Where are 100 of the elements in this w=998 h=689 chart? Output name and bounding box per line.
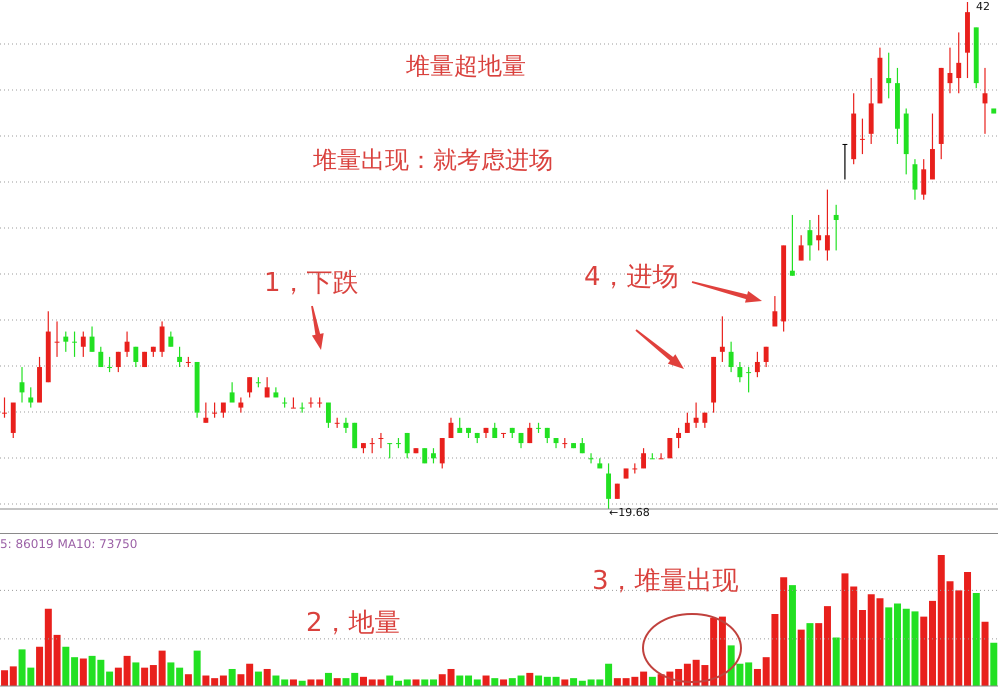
candlestick (230, 382, 235, 404)
candlestick (824, 188, 830, 262)
bar (894, 603, 901, 686)
candlestick (641, 448, 646, 470)
bar (27, 668, 34, 686)
candlestick (536, 422, 541, 434)
text: 5: 86019 MA10: 73750 (0, 537, 138, 552)
candlestick (694, 402, 699, 428)
bar (290, 679, 297, 686)
candlestick (982, 67, 988, 134)
candlestick (2, 396, 7, 418)
candlestick (588, 452, 594, 464)
bar (806, 623, 814, 686)
bar (264, 668, 271, 686)
bar (36, 646, 44, 686)
bar (798, 630, 805, 686)
candlestick (360, 442, 366, 454)
candlestick (764, 346, 769, 368)
candlestick (457, 417, 462, 434)
candlestick (177, 346, 182, 368)
candlestick (186, 356, 191, 368)
candlestick (948, 47, 952, 94)
annotation: 2，地量 (306, 608, 401, 640)
candlestick (720, 316, 725, 363)
bar (982, 622, 989, 686)
bar (526, 672, 534, 686)
candlestick (370, 437, 375, 454)
annotation: 堆量出现：就考虑进场 (313, 146, 553, 175)
candlestick (754, 351, 760, 378)
bar (885, 607, 892, 686)
bar (1, 670, 8, 686)
candlestick (422, 448, 428, 464)
candlestick (116, 351, 121, 373)
bar (482, 676, 490, 686)
annotation: 3，堆量出现 (592, 566, 739, 598)
candlestick (554, 437, 558, 449)
bar (334, 678, 341, 686)
candlestick (746, 366, 752, 393)
candlestick (544, 427, 550, 444)
candlestick (72, 330, 77, 358)
candlestick (728, 341, 734, 373)
bar (228, 668, 236, 686)
candlestick (518, 432, 524, 449)
candlestick (107, 356, 112, 373)
bar (412, 679, 420, 686)
bar (474, 679, 481, 686)
candlestick (290, 396, 296, 409)
candlestick (133, 346, 138, 368)
candlestick (431, 448, 436, 464)
bar (254, 672, 262, 686)
candlestick (80, 330, 86, 358)
bar (570, 678, 578, 686)
candlestick (308, 396, 314, 408)
bar (220, 676, 227, 686)
bar (184, 674, 192, 686)
bar (404, 679, 411, 686)
candlestick (343, 417, 348, 434)
candlestick (20, 366, 24, 404)
candlestick (54, 320, 60, 358)
candlestick (203, 402, 208, 424)
bar (648, 676, 656, 686)
candlestick (614, 483, 620, 500)
candlestick (816, 214, 822, 252)
annotation: 4，进场 (584, 262, 679, 294)
bar (728, 645, 735, 686)
annotation: ←19.68 (609, 506, 650, 520)
candlestick (632, 462, 638, 474)
candlestick (124, 330, 130, 358)
bar (386, 676, 394, 686)
candlestick (860, 118, 865, 155)
candlestick (448, 417, 454, 439)
candlestick (300, 402, 305, 414)
bar (500, 679, 508, 686)
annotation: 42 (976, 0, 990, 14)
candlestick (562, 437, 568, 449)
candlestick (772, 295, 778, 328)
candlestick (326, 402, 331, 428)
candlestick (676, 427, 682, 449)
candlestick (597, 458, 602, 470)
bar (324, 672, 332, 686)
candlestick (737, 361, 742, 383)
candlestick (256, 376, 261, 388)
bar (972, 592, 980, 686)
bar (535, 676, 542, 686)
candlestick (317, 396, 322, 408)
candlestick (282, 396, 288, 408)
candlestick (264, 376, 270, 398)
bar (377, 679, 384, 686)
bar (88, 656, 96, 686)
bar (194, 650, 201, 686)
candlestick (98, 346, 104, 368)
candlestick (378, 432, 384, 449)
bar (824, 606, 831, 686)
candlestick (387, 442, 392, 459)
bar (718, 616, 726, 686)
candlestick (834, 204, 839, 252)
annotation: 1，下跌 (264, 268, 359, 300)
bar (141, 668, 148, 686)
candlestick (798, 234, 804, 262)
candlestick (212, 402, 218, 418)
